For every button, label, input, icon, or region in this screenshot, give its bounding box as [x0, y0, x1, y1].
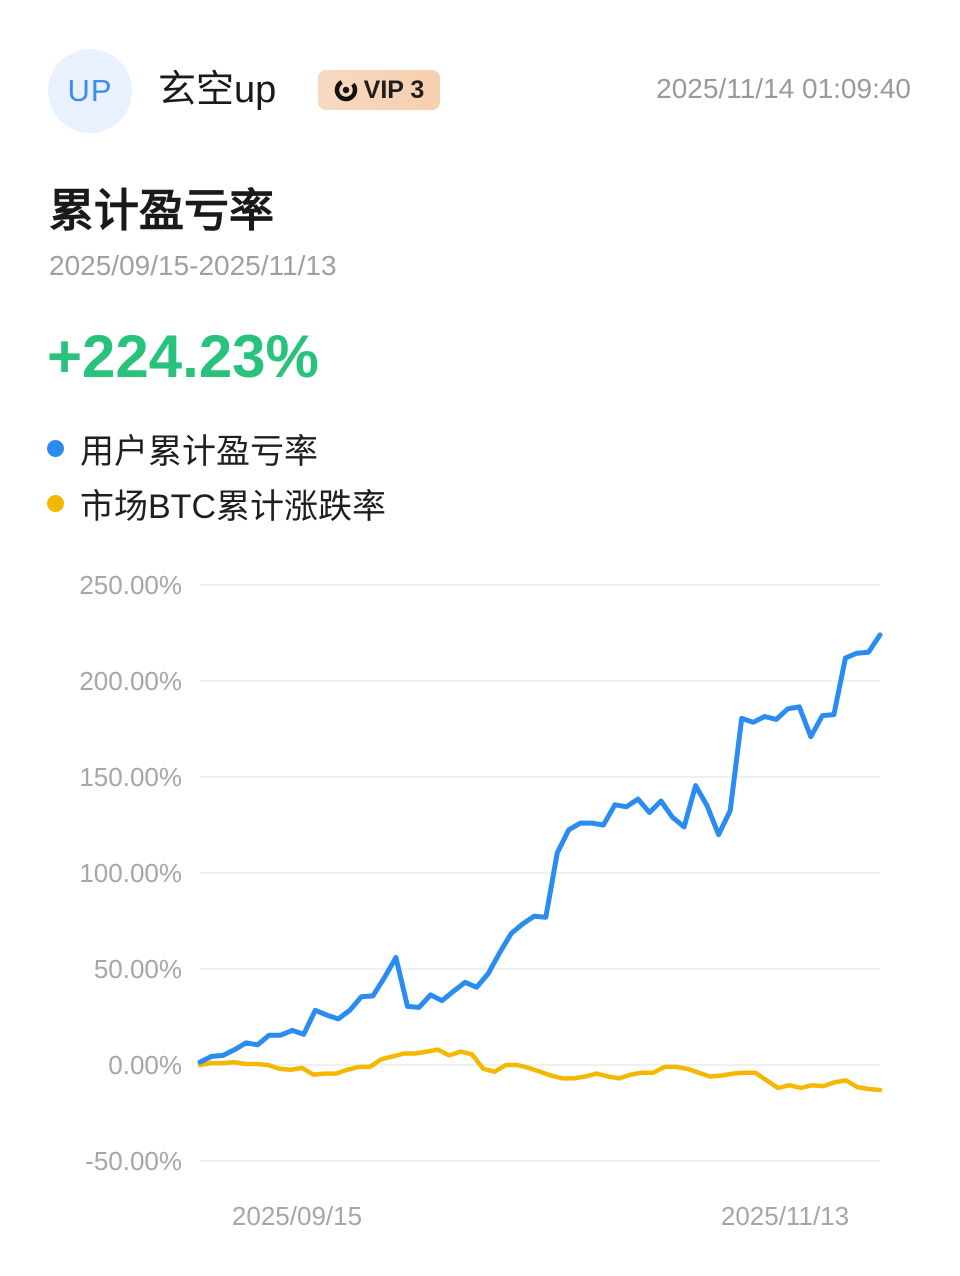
x-tick-label: 2025/11/13	[721, 1201, 849, 1231]
y-tick-label: 200.00%	[79, 666, 182, 696]
vip-label: VIP 3	[363, 75, 425, 104]
x-tick-label: 2025/09/15	[232, 1201, 362, 1231]
cumulative-pnl-value: +224.23%	[47, 323, 319, 390]
y-tick-label: 50.00%	[94, 954, 182, 984]
timestamp: 2025/11/14 01:09:40	[656, 73, 911, 104]
legend-label-user: 用户累计盈亏率	[80, 432, 318, 471]
series-line-btc	[197, 1047, 883, 1093]
username[interactable]: 玄空up	[158, 69, 277, 111]
legend-dot-user	[47, 439, 64, 457]
y-tick-label: 0.00%	[108, 1050, 182, 1080]
vip-badge: VIP 3	[318, 70, 440, 110]
series-line-user	[197, 632, 883, 1065]
avatar-text: UP	[67, 73, 113, 108]
legend-item-user: 用户累计盈亏率	[47, 426, 318, 471]
vip-logo-icon	[334, 78, 357, 102]
pnl-chart-svg: 250.00% 200.00% 150.00% 100.00% 50.00% 0.00% -…	[79, 570, 883, 1231]
series-layer	[197, 632, 883, 1093]
legend-dot-btc	[47, 494, 64, 512]
y-axis-ticks: 250.00% 200.00% 150.00% 100.00% 50.00% 0.00% -…	[79, 570, 182, 1176]
x-axis-ticks: 2025/09/15 2025/11/13	[232, 1201, 849, 1231]
grid-layer	[200, 584, 880, 1162]
avatar[interactable]: UP	[48, 49, 132, 133]
y-tick-label: -50.00%	[85, 1146, 182, 1176]
legend-label-btc: 市场BTC累计涨跌率	[80, 487, 386, 526]
y-tick-label: 100.00%	[79, 858, 182, 888]
y-tick-label: 150.00%	[79, 762, 182, 792]
date-range: 2025/09/15-2025/11/13	[49, 250, 337, 281]
y-tick-label: 250.00%	[79, 570, 182, 600]
legend-item-btc: 市场BTC累计涨跌率	[47, 481, 386, 526]
page-title: 累计盈亏率	[49, 185, 275, 236]
pnl-chart: 250.00% 200.00% 150.00% 100.00% 50.00% 0.00% -…	[0, 560, 960, 1250]
